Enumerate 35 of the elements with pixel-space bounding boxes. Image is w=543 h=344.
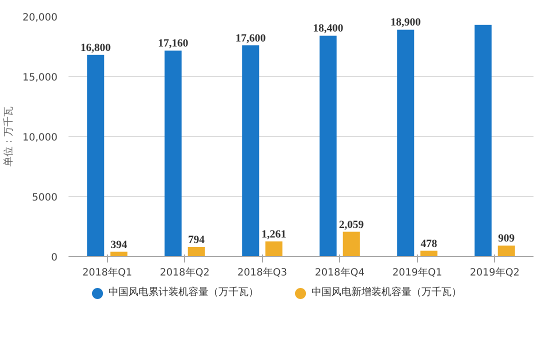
bar [265,241,282,256]
y-tick-label: 10,000 [22,132,58,144]
bar [498,246,515,256]
data-label: 1,261 [262,228,286,240]
y-tick-label: 20,000 [22,12,58,24]
bar [242,45,260,256]
y-tick-label: 5000 [32,192,58,204]
data-label: 478 [420,238,438,250]
x-tick-label: 2019年Q2 [470,266,520,278]
data-label: 18,900 [390,16,422,29]
data-label: 794 [188,234,206,246]
data-label: 17,160 [158,38,189,50]
bar [320,36,337,256]
data-label: 18,400 [313,22,344,35]
bar [397,30,414,256]
bar [87,54,104,256]
x-tick-label: 2018年Q4 [314,266,365,278]
bar [342,232,360,256]
data-label: 909 [498,232,516,245]
bar [188,246,205,256]
data-label: 394 [110,238,128,251]
x-tick-label: 2018年Q2 [160,266,210,278]
bar [474,24,492,256]
bar [164,50,182,256]
x-tick-label: 2018年Q3 [237,266,288,278]
data-label: 17,600 [236,32,266,44]
x-tick-label: 2019年Q1 [392,266,442,278]
data-label: 16,800 [80,42,112,54]
y-tick-label: 15,000 [22,72,58,84]
y-tick-label: 0 [51,252,58,264]
y-axis-title: 单位：万千瓦 [2,106,15,166]
data-label: 2,059 [339,218,364,231]
legend-label: 中国风电新增装机容量（万千瓦） [312,286,462,300]
x-tick-label: 2018年Q1 [82,266,132,278]
legend-label: 中国风电累计装机容量（万千瓦） [108,286,258,300]
